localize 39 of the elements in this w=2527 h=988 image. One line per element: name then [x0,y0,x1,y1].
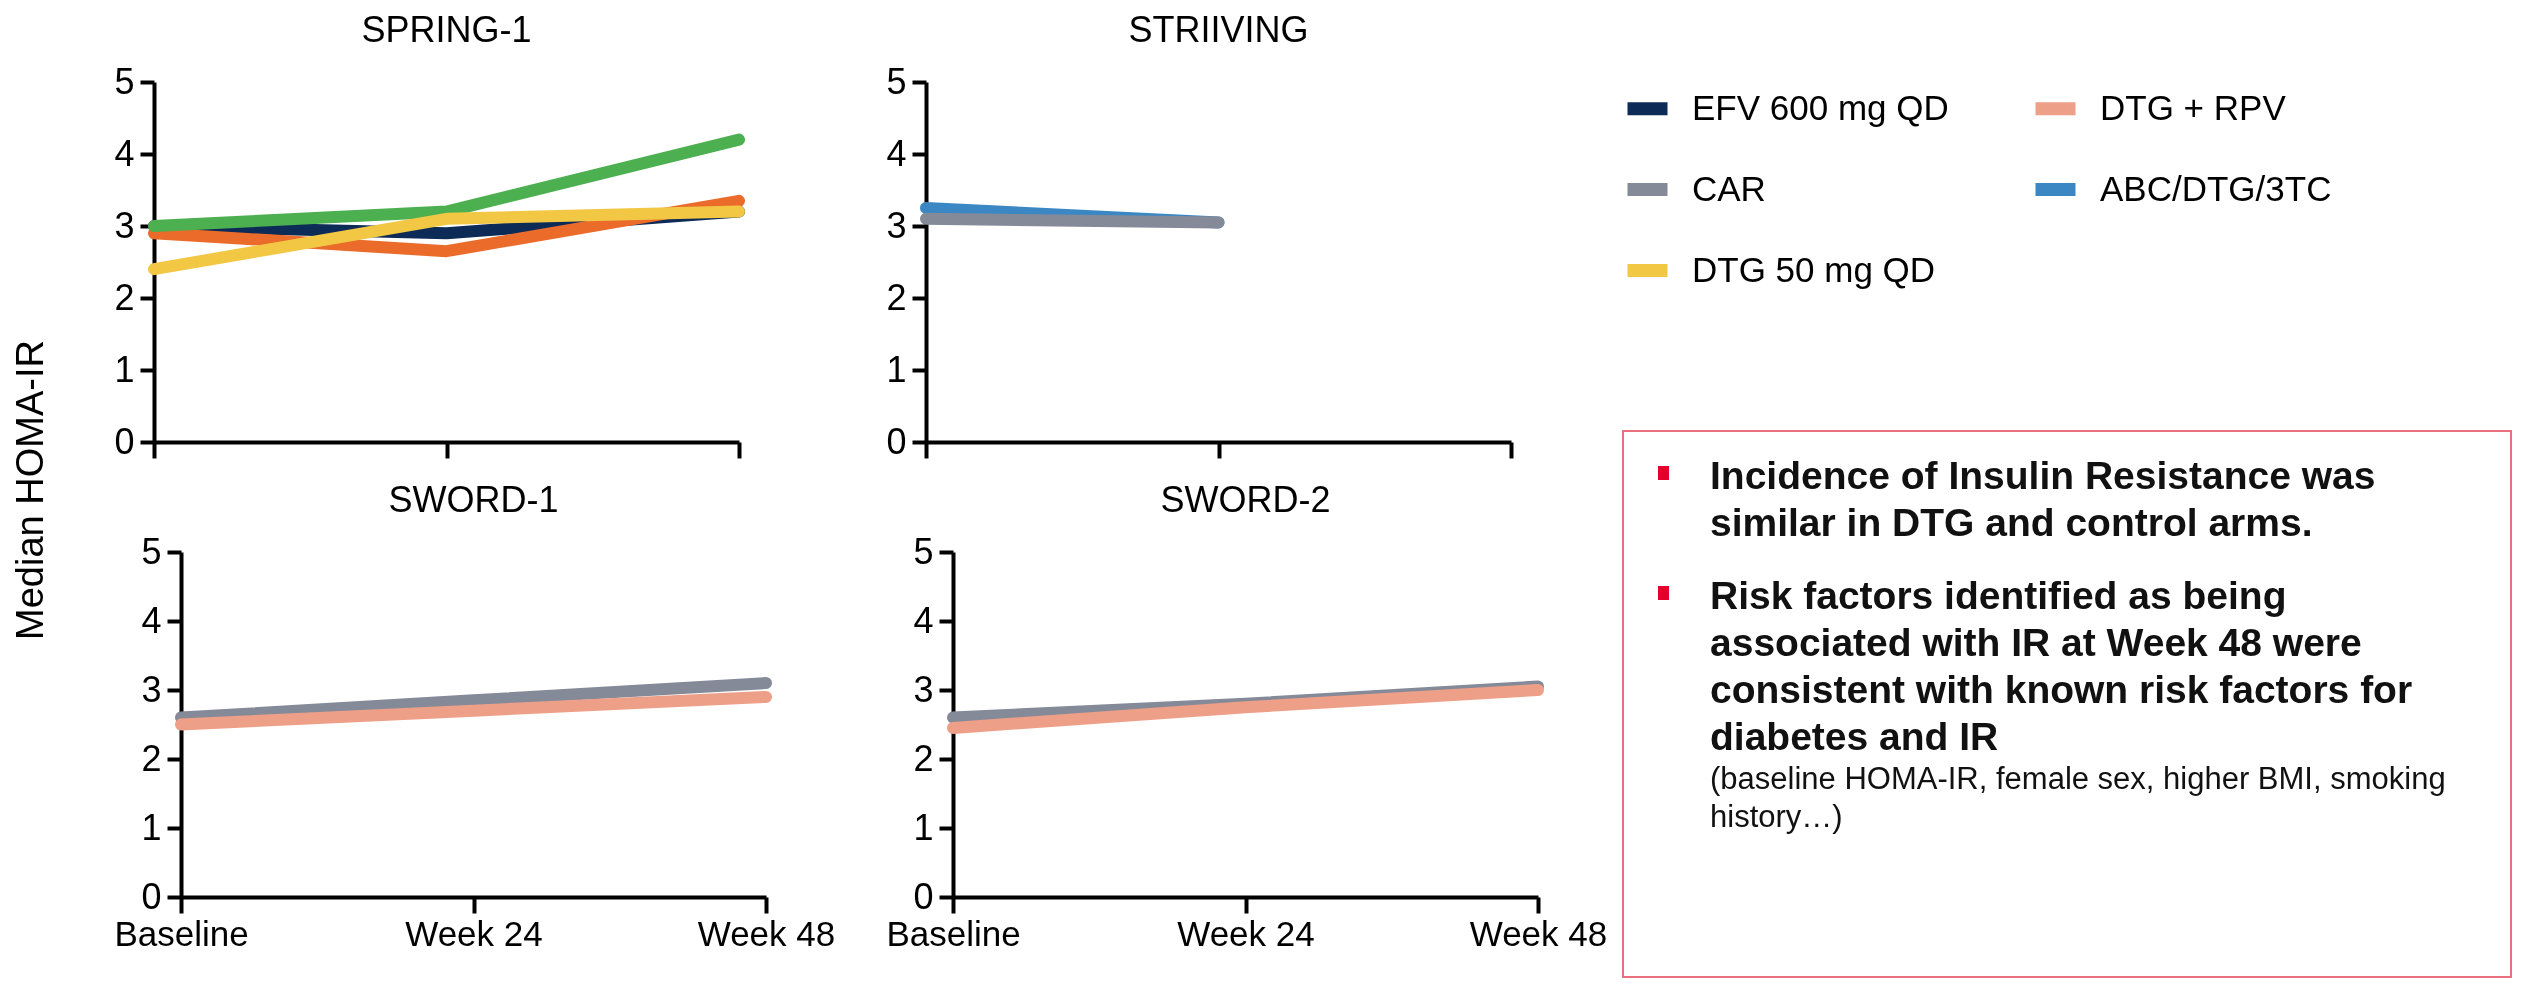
y-tick-label: 1 [913,806,934,848]
y-tick-label: 2 [913,737,934,779]
y-tick-label: 0 [114,420,135,462]
x-tick-label: Week 24 [405,913,543,953]
text: DTG 50 mg QD [1692,249,1936,289]
y-tick-label: 3 [114,204,135,246]
chart-title: SPRING-1 [361,9,532,50]
y-tick-label: 5 [913,530,934,572]
chart-title: SWORD-2 [1160,479,1331,520]
y-tick-label: 0 [886,420,907,462]
y-axis-title: Median HOMA-IR [8,340,52,640]
y-tick-label: 4 [114,132,135,174]
y-tick-label: 2 [141,737,162,779]
text: EFV 600 mg QD [1692,87,1949,127]
text: Incidence of Insulin Resistance was similar in DTG and control arms. [1709,453,2377,546]
y-tick-label: 4 [886,132,907,174]
y-tick-label: 4 [913,599,934,641]
y-tick-label: 3 [886,204,907,246]
text: DTG + RPV [2100,87,2286,127]
y-tick-label: 2 [886,276,907,318]
x-tick-label: Week 48 [697,913,836,953]
text: Risk factors identified as being associated with IR at Week 48 were consistent with known risk factors for diabetes and IR [1710,574,2413,758]
y-tick-label: 1 [886,348,907,390]
legend-label: ABC/DTG/3TC [2100,168,2332,208]
text: (baseline HOMA-IR, female sex, higher BMI, smoking history…) [1710,760,2447,836]
y-tick-label: 5 [141,530,162,572]
y-tick-label: 1 [141,806,162,848]
x-tick-label: Week 24 [1177,913,1315,953]
y-tick-label: 4 [141,599,162,641]
y-tick-label: 2 [114,276,135,318]
y-tick-label: 5 [886,60,907,102]
y-tick-label: 1 [114,348,135,390]
y-tick-label: 5 [114,60,135,102]
x-tick-label: Week 48 [1469,913,1608,953]
y-tick-label: 3 [141,668,162,710]
y-tick-label: 3 [913,668,934,710]
chart-title: STRIIVING [1128,9,1309,50]
legend-label: CAR [1692,168,1766,208]
chart-title: SWORD-1 [388,479,559,520]
